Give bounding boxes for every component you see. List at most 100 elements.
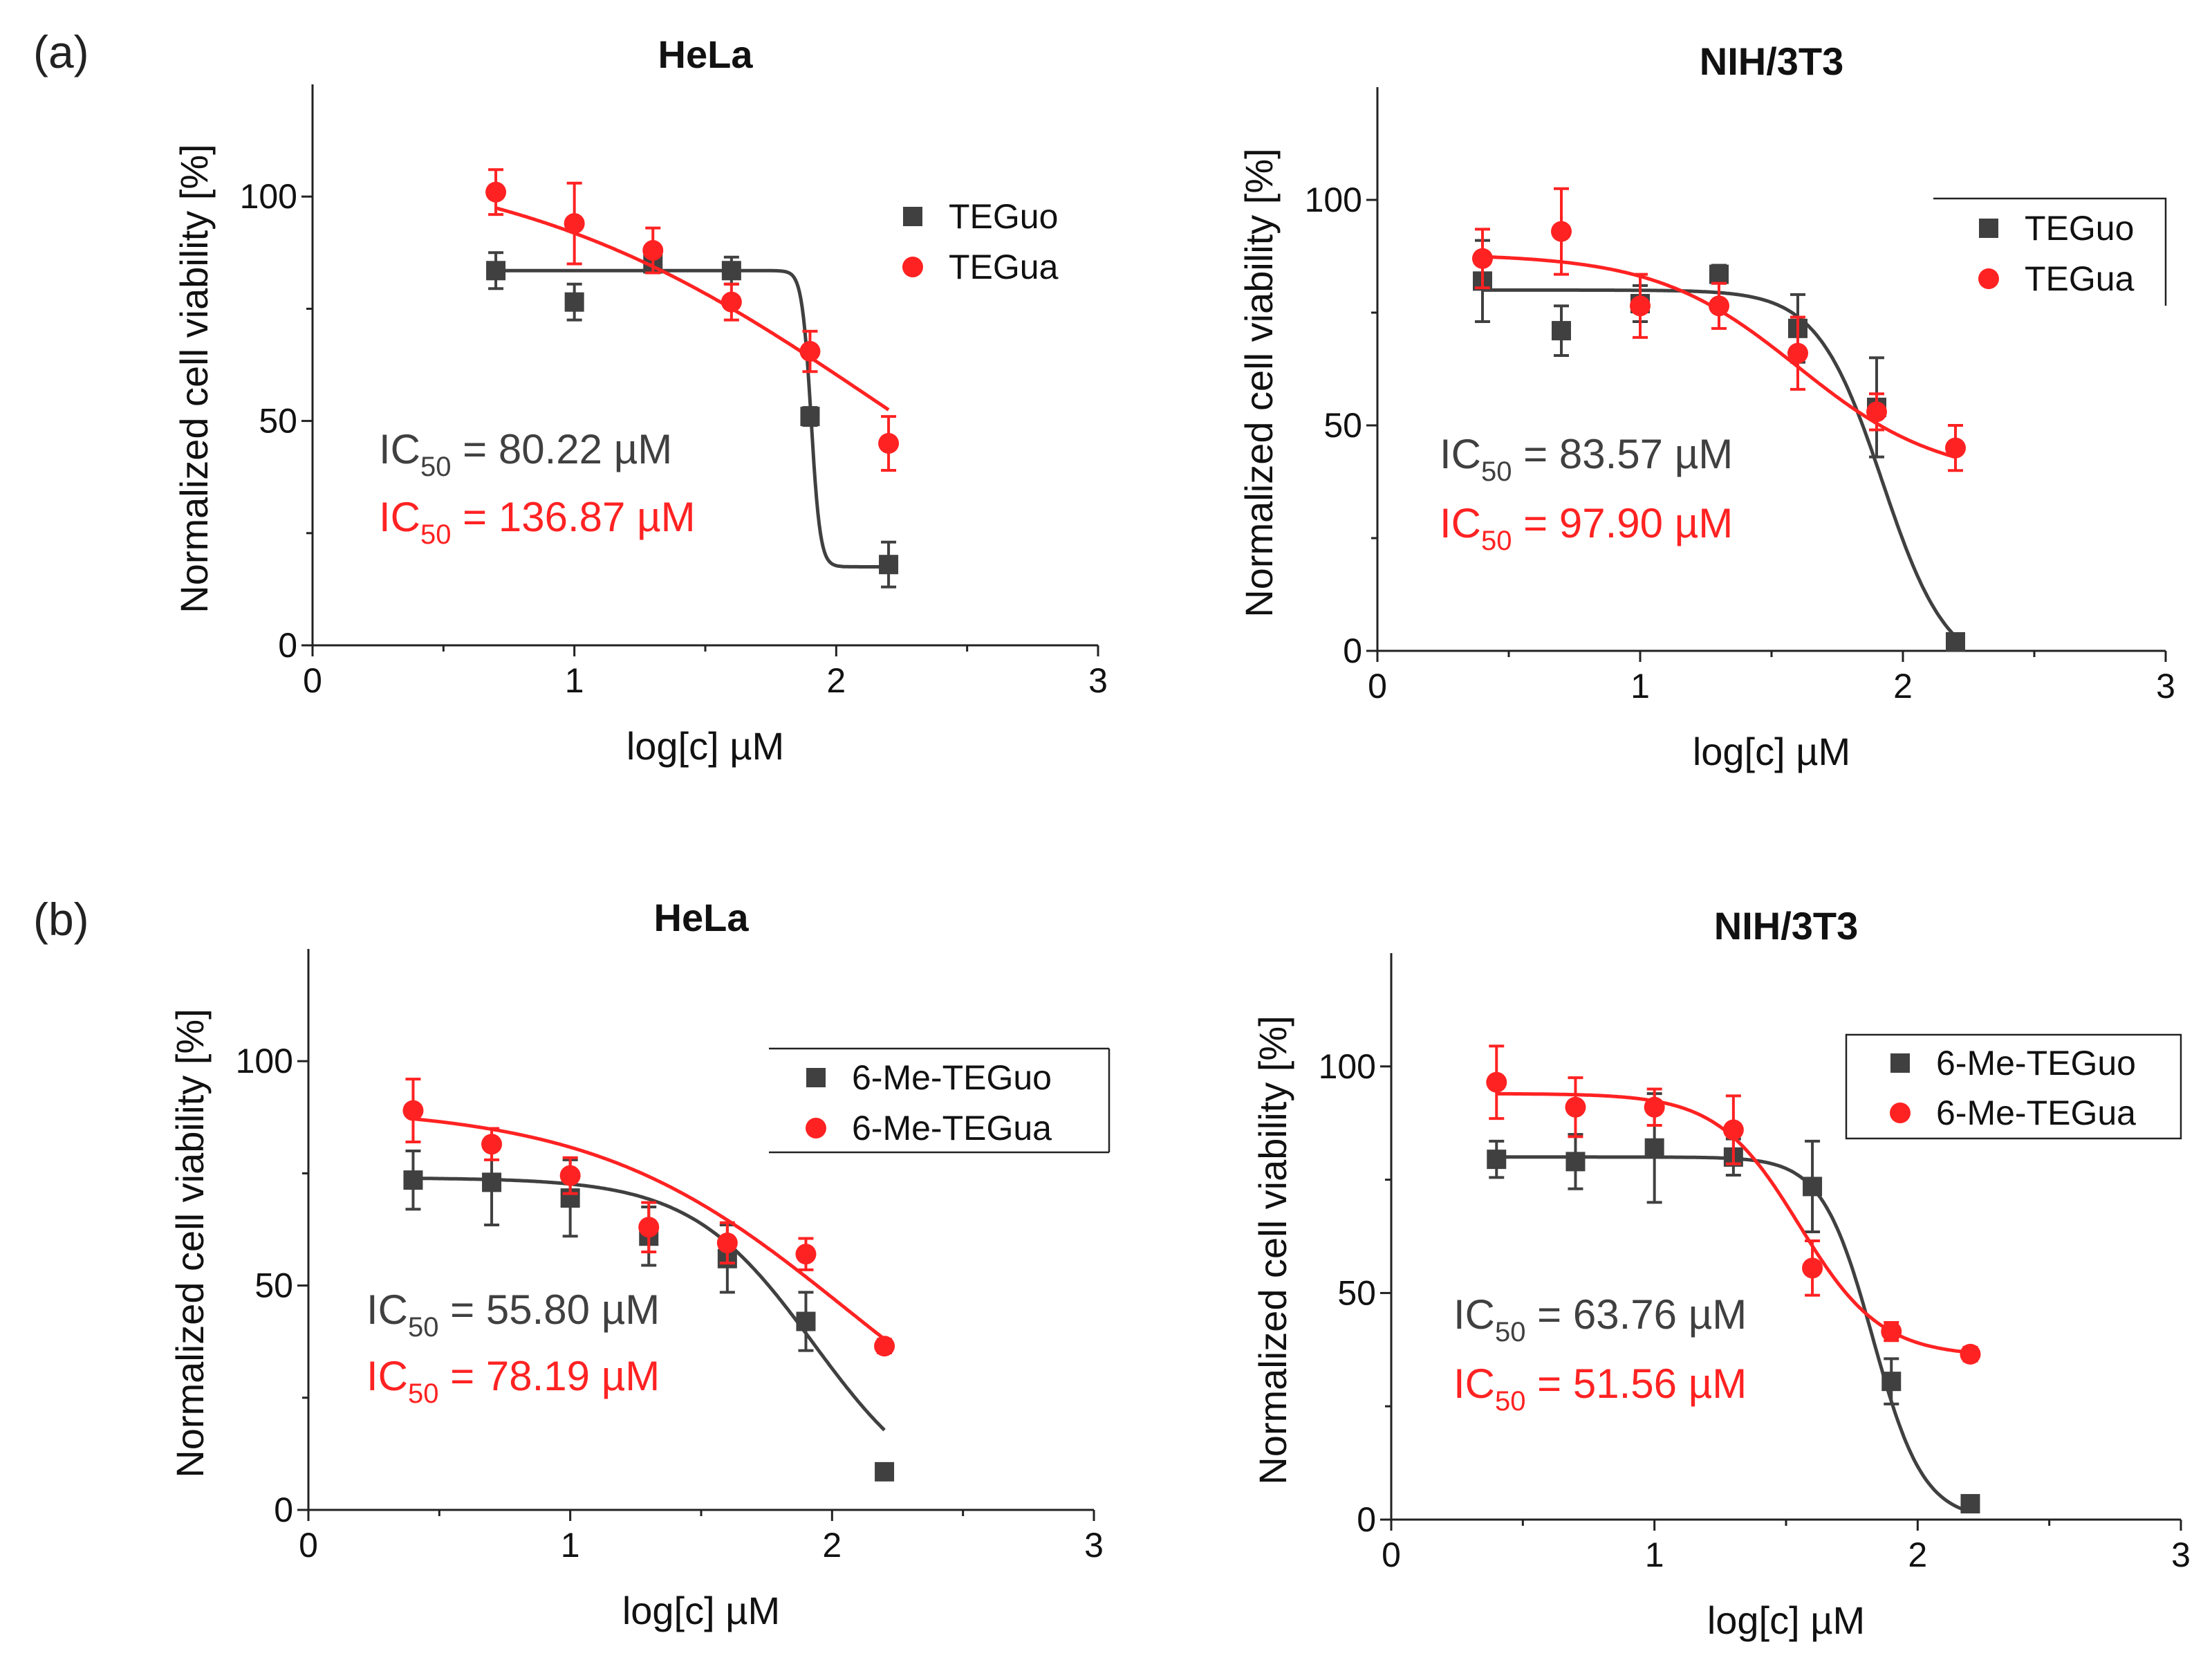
x-tick-label: 3 [1084,1526,1104,1565]
chart-1: HeLa 0 1 2 3 0 50 100 log[c] µM Normalized cell v… [172,33,1108,768]
y-tick-label: 100 [240,177,297,216]
series-TEGua: TEGua IC50 = 97.90 µM [1440,187,2135,556]
data-point [721,291,742,313]
data-point [1551,221,1572,242]
chart-2: NIH/3T3 0 1 2 3 0 50 100 log[c] µM Normalized cel… [1237,39,2175,773]
data-point [1565,1096,1586,1118]
legend-marker [1978,268,1999,289]
legend-frame [1845,1033,2182,1140]
data-point [1881,1321,1902,1343]
ic50-prefix: IC [379,426,420,472]
x-tick-label: 3 [2156,667,2175,706]
y-tick-label: 0 [278,626,297,665]
data-point [402,1100,424,1121]
data-point [1472,248,1493,269]
x-tick-label: 2 [1893,667,1913,706]
chart-title: NIH/3T3 [1700,39,1844,83]
y-tick-label: 100 [1305,181,1362,219]
x-axis-label: log[c] µM [1707,1598,1865,1642]
y-tick-label: 0 [274,1491,293,1529]
series-TEGua: TEGua IC50 = 136.87 µM [379,168,1059,550]
data-point [559,1165,581,1186]
x-tick-label: 0 [1382,1536,1401,1574]
y-axis-label: Normalized cell viability [%] [1237,148,1281,617]
ic50-annotation: IC50 = 55.80 µM [366,1286,660,1343]
ic50-subscript: 50 [408,1378,439,1409]
y-tick-label: 100 [1319,1047,1376,1086]
legend-label: 6-Me-TEGuo [852,1058,1052,1097]
legend-marker [806,1118,826,1138]
legend-label: 6-Me-TEGua [852,1109,1052,1147]
legend-label: TEGuo [949,197,1058,236]
chart-title: HeLa [658,33,754,76]
data-point [875,1461,895,1482]
data-point [796,1311,816,1331]
ic50-subscript: 50 [420,452,452,482]
data-point [1945,437,1966,459]
series-TEGuo: TEGuo IC50 = 80.22 µM [379,197,1058,589]
chart-title: HeLa [654,896,750,939]
y-tick-label: 0 [1357,1500,1376,1539]
panel-label-a: (a) [33,26,89,77]
ic50-prefix: IC [379,494,420,540]
data-point [1565,1152,1586,1172]
data-point [486,261,506,281]
fit-curve [496,268,889,569]
data-point [1709,264,1729,284]
ic50-value: = 136.87 µM [452,494,696,540]
ic50-annotation: IC50 = 63.76 µM [1453,1291,1747,1347]
ic50-value: = 78.19 µM [439,1353,660,1399]
ic50-annotation: IC50 = 97.90 µM [1440,500,1733,556]
ic50-prefix: IC [366,1353,408,1399]
x-tick-label: 3 [1088,661,1108,700]
data-point [1787,342,1808,364]
x-tick-label: 2 [822,1526,842,1565]
legend-label: 6-Me-TEGua [1936,1094,2136,1132]
ic50-prefix: IC [1440,500,1481,546]
chart-3: HeLa 0 1 2 3 0 50 100 log[c] µM Normalized cell v… [168,896,1110,1632]
ic50-annotation: IC50 = 136.87 µM [379,494,696,550]
ic50-value: = 55.80 µM [439,1286,660,1333]
legend-marker [1890,1103,1911,1123]
ic50-value: = 51.56 µM [1526,1361,1747,1407]
data-point [879,555,899,575]
data-point [795,1244,817,1265]
x-tick-label: 1 [1645,1536,1664,1574]
data-point [874,1336,895,1357]
data-point [482,1172,502,1192]
ic50-prefix: IC [366,1286,408,1333]
x-tick-label: 0 [299,1526,318,1565]
y-tick-label: 50 [254,1266,293,1305]
data-point [1630,295,1651,317]
data-point [1960,1343,1981,1365]
ic50-subscript: 50 [1495,1317,1526,1347]
legend-label: TEGua [949,248,1059,286]
ic50-prefix: IC [1453,1291,1495,1338]
legend-label: TEGua [2025,259,2135,298]
data-point [1960,1494,1980,1514]
ic50-annotation: IC50 = 80.22 µM [379,426,672,482]
y-axis-label: Normalized cell viability [%] [1251,1015,1294,1484]
ic50-subscript: 50 [1481,526,1512,556]
ic50-subscript: 50 [408,1312,439,1343]
legend-label: 6-Me-TEGuo [1936,1044,2136,1082]
data-point [1487,1150,1507,1170]
x-tick-label: 3 [2171,1536,2191,1574]
legend-marker [1890,1053,1910,1073]
ic50-value: = 80.22 µM [452,426,673,472]
chart-title: NIH/3T3 [1714,904,1859,948]
x-tick-label: 0 [303,661,322,700]
data-point [1486,1071,1507,1093]
legend-marker [1979,219,1998,238]
ic50-annotation: IC50 = 83.57 µM [1440,431,1733,487]
ic50-value: = 63.76 µM [1526,1291,1747,1338]
x-tick-label: 0 [1368,667,1387,706]
data-point [1709,295,1729,317]
data-point [481,1134,503,1155]
ic50-annotation: IC50 = 78.19 µM [366,1353,660,1409]
legend-marker [902,257,923,277]
x-tick-label: 1 [561,1526,580,1565]
